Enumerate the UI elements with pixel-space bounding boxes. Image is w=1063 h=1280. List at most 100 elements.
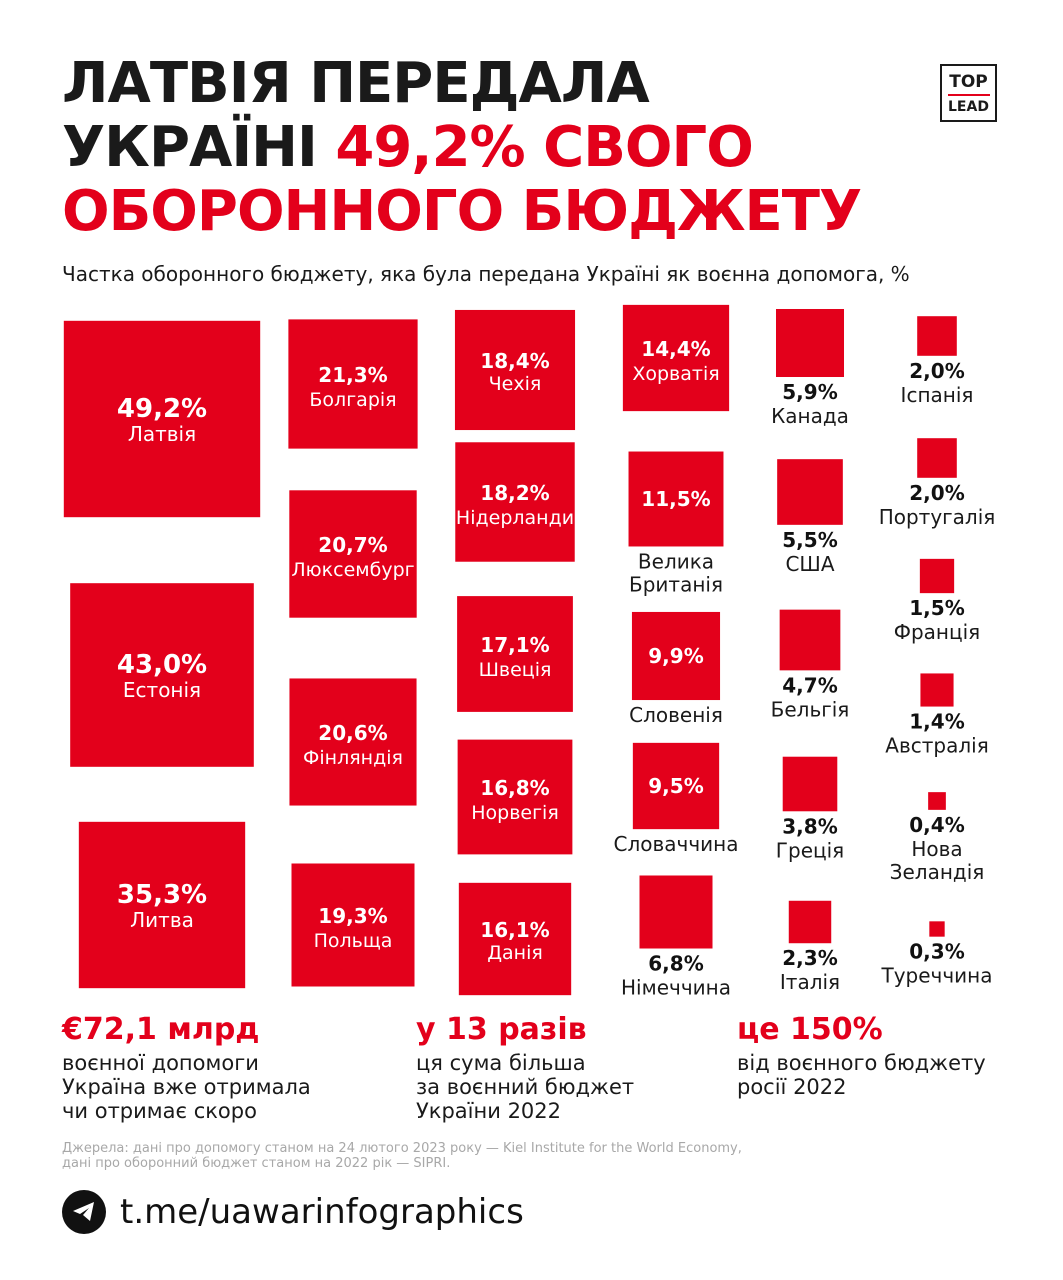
value-square: [63, 320, 261, 518]
country-tile: 9,9% Словенія: [629, 611, 723, 727]
value-square: [70, 583, 254, 767]
country-label: Фінляндія: [303, 747, 403, 769]
value-square: [457, 739, 573, 855]
stat-aid-amount-desc: воєнної допомоги Україна вже отримала чи…: [62, 1051, 311, 1123]
logo-bottom-text: LEAD: [948, 99, 989, 115]
country-label: Португалія: [879, 505, 996, 529]
value-label: 9,9%: [648, 644, 703, 668]
stat-percent-russia-value: це 150%: [737, 1012, 883, 1047]
country-label: Бельгія: [771, 697, 850, 721]
value-square: [775, 308, 845, 378]
country-label: Естонія: [123, 678, 201, 702]
country-tile: 16,1%Данія: [458, 882, 572, 996]
stat-times-bigger: у 13 разів ця сума більша за воєнний бюд…: [416, 1012, 634, 1123]
value-square: [917, 438, 957, 478]
title-line-1: ЛАТВІЯ ПЕРЕДАЛА: [62, 51, 650, 116]
country-tile: 18,4%Чехія: [454, 309, 576, 431]
country-label: Туреччина: [880, 964, 992, 988]
country-label: Іспанія: [901, 383, 974, 407]
logo-top-text: TOP: [949, 72, 988, 92]
country-tile: 16,8%Норвегія: [457, 739, 573, 855]
country-label: Німеччина: [621, 976, 731, 1000]
country-label: Литва: [130, 908, 194, 932]
value-square: [779, 609, 841, 671]
country-tile: 1,4%Австралія: [885, 673, 989, 758]
country-label: Латвія: [128, 422, 196, 446]
value-square: [457, 596, 573, 712]
stat-aid-amount: €72,1 млрд воєнної допомоги Україна вже …: [62, 1012, 311, 1123]
value-label: 3,8%: [782, 814, 837, 838]
logo-divider: [947, 94, 990, 96]
telegram-icon: [62, 1190, 106, 1234]
country-label: Хорватія: [632, 363, 719, 385]
country-label: Зеландія: [890, 860, 985, 884]
country-tile: 14,4%Хорватія: [622, 304, 730, 412]
value-square: [917, 316, 957, 356]
country-tile: 43,0%Естонія: [70, 583, 254, 767]
country-label: Велика: [638, 549, 714, 573]
country-tile: 20,7%Люксембург: [289, 490, 417, 618]
value-label: 11,5%: [641, 487, 710, 511]
value-square: [289, 678, 417, 806]
value-square: [288, 319, 418, 449]
value-label: 43,0%: [117, 650, 207, 680]
value-label: 18,4%: [480, 349, 549, 373]
value-label: 16,8%: [480, 776, 549, 800]
country-tile: 5,5%США: [777, 459, 843, 576]
country-tile: 4,7%Бельгія: [771, 609, 850, 721]
value-square: [78, 821, 246, 989]
country-label: Британія: [629, 572, 723, 596]
country-label: Італія: [780, 970, 840, 994]
telegram-link[interactable]: t.me/uawarinfographics: [62, 1190, 524, 1234]
value-square: [782, 756, 838, 812]
title-line-3: ОБОРОННОГО БЮДЖЕТУ: [62, 179, 862, 244]
country-label: Словенія: [629, 703, 723, 727]
country-tile: 17,1%Швеція: [457, 596, 573, 712]
telegram-url: t.me/uawarinfographics: [120, 1192, 524, 1232]
toplead-logo: TOP LEAD: [940, 64, 997, 122]
country-label: Норвегія: [471, 802, 559, 824]
country-tile: 18,2%Нідерланди: [455, 442, 575, 562]
value-square: [788, 900, 832, 944]
value-square: [622, 304, 730, 412]
country-tile: 2,0%Іспанія: [901, 316, 974, 407]
country-label: Польща: [314, 930, 393, 952]
source-note: Джерела: дані про допомогу станом на 24 …: [62, 1141, 742, 1171]
stat-times-bigger-value: у 13 разів: [416, 1012, 587, 1047]
country-tile: 20,6%Фінляндія: [289, 678, 417, 806]
chart-subtitle: Частка оборонного бюджету, яка була пере…: [62, 262, 910, 286]
value-label: 20,7%: [318, 533, 387, 557]
value-label: 0,4%: [909, 813, 964, 837]
value-label: 1,4%: [909, 710, 964, 734]
country-label: Нова: [911, 837, 962, 861]
value-label: 14,4%: [641, 337, 710, 361]
value-label: 4,7%: [782, 673, 837, 697]
value-label: 18,2%: [480, 481, 549, 505]
page-title: ЛАТВІЯ ПЕРЕДАЛА УКРАЇНІ 49,2% СВОГО ОБОР…: [62, 51, 862, 244]
value-label: 21,3%: [318, 363, 387, 387]
value-label: 19,3%: [318, 904, 387, 928]
value-label: 5,5%: [782, 528, 837, 552]
country-tile: 35,3%Литва: [78, 821, 246, 989]
value-label: 6,8%: [648, 952, 703, 976]
title-line-2-highlight: 49,2% СВОГО: [335, 115, 753, 180]
country-label: Словаччина: [614, 832, 739, 856]
country-label: Люксембург: [291, 559, 414, 581]
value-label: 9,5%: [648, 774, 703, 798]
value-square: [289, 490, 417, 618]
value-square: [291, 863, 415, 987]
country-tile: 3,8%Греція: [776, 756, 844, 862]
value-square: [920, 673, 954, 707]
value-label: 1,5%: [909, 596, 964, 620]
value-square: [455, 442, 575, 562]
country-label: США: [785, 552, 834, 576]
country-tile: 19,3%Польща: [291, 863, 415, 987]
value-label: 2,0%: [909, 481, 964, 505]
value-square: [454, 309, 576, 431]
stat-aid-amount-value: €72,1 млрд: [62, 1012, 260, 1047]
country-label: Болгарія: [309, 389, 396, 411]
country-label: Франція: [894, 620, 980, 644]
country-label: Данія: [487, 942, 543, 964]
country-tile: 49,2%Латвія: [63, 320, 261, 518]
